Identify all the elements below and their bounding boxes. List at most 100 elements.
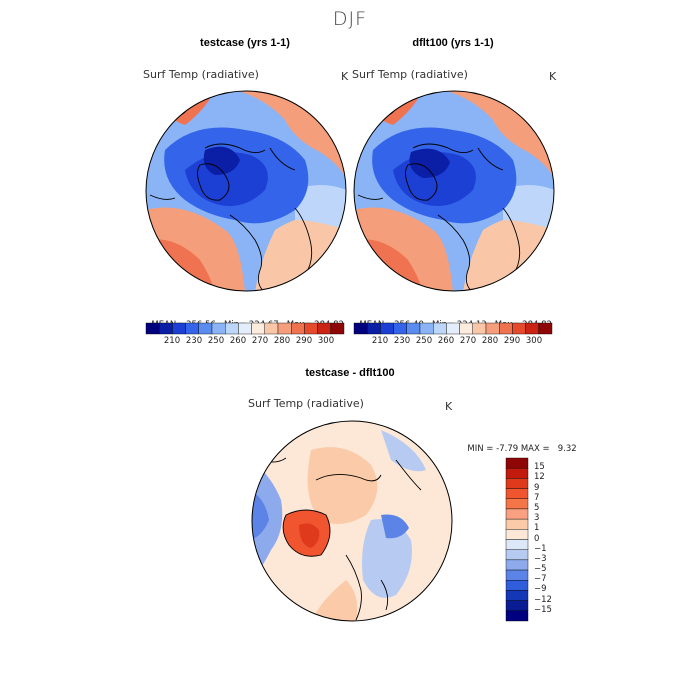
map-light-east bbox=[503, 185, 554, 230]
panel-2-variable-label: Surf Temp (radiative) bbox=[352, 68, 468, 81]
colorbar-swatch bbox=[185, 322, 199, 335]
colorbar-tick-label: 5 bbox=[534, 502, 540, 513]
colorbar-swatch bbox=[505, 539, 529, 550]
colorbar-swatch bbox=[198, 322, 213, 335]
colorbar-swatch bbox=[145, 322, 160, 335]
map-light-east bbox=[295, 185, 346, 230]
map-warm-north-atlantic bbox=[354, 91, 554, 180]
map-cold-greenland bbox=[203, 146, 240, 175]
map-coastlines bbox=[357, 103, 521, 291]
colorbar-swatch bbox=[505, 559, 529, 571]
colorbar-tick-label: 210 bbox=[371, 336, 389, 346]
colorbar-swatch bbox=[446, 322, 460, 335]
colorbar-swatch bbox=[393, 322, 407, 335]
diff-min-value: -7.79 bbox=[496, 444, 519, 454]
colorbar-swatch bbox=[432, 322, 447, 335]
diff-min-label: MIN = bbox=[467, 444, 494, 454]
colorbar-tick-label: 9 bbox=[534, 482, 540, 493]
panel-2-polar-map bbox=[353, 90, 555, 292]
colorbar-swatch bbox=[317, 322, 332, 335]
colorbar-tick-label: 280 bbox=[481, 336, 499, 346]
colorbar-tick-label: 270 bbox=[251, 336, 269, 346]
colorbar-swatch bbox=[505, 488, 529, 499]
diff-map-cold-west bbox=[252, 490, 269, 540]
panel-1-title: testcase (yrs 1-1) bbox=[200, 37, 290, 49]
colorbar-swatch bbox=[505, 498, 529, 510]
colorbar-swatch bbox=[158, 322, 173, 335]
colorbar-tick-label: 260 bbox=[437, 336, 455, 346]
figure-title: DJF bbox=[332, 8, 368, 30]
colorbar-tick-label: −3 bbox=[534, 553, 547, 564]
colorbar-swatch bbox=[459, 322, 473, 335]
colorbar-tick-label: 230 bbox=[185, 336, 203, 346]
colorbar-swatch bbox=[505, 508, 529, 520]
colorbar-swatch bbox=[505, 518, 529, 530]
colorbar-tick-label: −5 bbox=[534, 564, 547, 575]
colorbar-tick-label: 15 bbox=[534, 462, 545, 473]
colorbar-swatch bbox=[419, 322, 434, 335]
colorbar-tick-label: 290 bbox=[295, 336, 313, 346]
colorbar-tick-label: 210 bbox=[163, 336, 181, 346]
diff-max-value: 9.32 bbox=[557, 444, 577, 454]
map-cold-greenland bbox=[409, 148, 450, 178]
colorbar-swatch bbox=[277, 322, 292, 335]
diff-map-cold-east bbox=[381, 514, 409, 539]
colorbar-swatch bbox=[304, 322, 318, 335]
diff-map-warm-center bbox=[307, 447, 378, 524]
colorbar-tick-label: 0 bbox=[534, 533, 540, 544]
panel-1-polar-map bbox=[145, 90, 347, 292]
colorbar-tick-label: 1 bbox=[534, 523, 540, 534]
colorbar-tick-label: 270 bbox=[459, 336, 477, 346]
colorbar-swatch bbox=[505, 478, 529, 489]
colorbar-tick-label: 260 bbox=[229, 336, 247, 346]
colorbar-swatch bbox=[512, 322, 526, 335]
colorbar-swatch bbox=[211, 322, 226, 335]
colorbar-tick-label: 300 bbox=[317, 336, 335, 346]
colorbar-swatch bbox=[505, 467, 529, 479]
colorbar-swatch bbox=[525, 322, 540, 335]
colorbar-swatch bbox=[505, 549, 529, 561]
diff-panel-polar-map bbox=[251, 420, 453, 622]
colorbar-tick-label: 300 bbox=[525, 336, 543, 346]
colorbar-swatch bbox=[505, 580, 529, 591]
colorbar-swatch bbox=[251, 322, 265, 335]
diff-map-warm-south bbox=[311, 580, 358, 621]
colorbar-swatch bbox=[330, 322, 345, 335]
colorbar-tick-label: 230 bbox=[393, 336, 411, 346]
colorbar-swatch bbox=[224, 322, 239, 335]
colorbar-swatch bbox=[485, 322, 500, 335]
colorbar-swatch bbox=[353, 322, 368, 335]
colorbar-tick-label: −9 bbox=[534, 584, 547, 595]
colorbar-tick-label: 12 bbox=[534, 472, 545, 483]
diff-colorbar bbox=[505, 457, 529, 622]
diff-panel-stats: MIN = -7.79 MAX = 9.32 bbox=[462, 434, 577, 454]
diff-panel-variable-label: Surf Temp (radiative) bbox=[248, 397, 364, 410]
colorbar-tick-label: 250 bbox=[207, 336, 225, 346]
panel-1-colorbar bbox=[145, 322, 345, 335]
colorbar-swatch bbox=[290, 322, 305, 335]
colorbar-swatch bbox=[538, 322, 553, 335]
colorbar-swatch bbox=[505, 569, 529, 581]
diff-map-cool-north bbox=[381, 430, 426, 472]
diff-map-cool-east bbox=[362, 519, 412, 598]
colorbar-swatch bbox=[505, 600, 529, 612]
colorbar-swatch bbox=[380, 322, 394, 335]
colorbar-tick-label: −12 bbox=[534, 594, 552, 605]
colorbar-swatch bbox=[472, 322, 487, 335]
colorbar-tick-label: 250 bbox=[415, 336, 433, 346]
colorbar-swatch bbox=[505, 457, 529, 469]
colorbar-swatch bbox=[172, 322, 186, 335]
colorbar-swatch bbox=[264, 322, 279, 335]
colorbar-tick-label: 290 bbox=[503, 336, 521, 346]
panel-2-colorbar-ticks: 210 230 250 260 270 280 290 300 bbox=[354, 336, 552, 348]
diff-panel-title: testcase - dflt100 bbox=[305, 367, 395, 379]
diff-max-label: MAX = bbox=[520, 444, 550, 454]
panel-1-colorbar-ticks: 210 230 250 260 270 280 290 300 bbox=[146, 336, 344, 348]
colorbar-tick-label: 280 bbox=[273, 336, 291, 346]
colorbar-tick-label: 7 bbox=[534, 492, 540, 503]
panel-2-colorbar bbox=[353, 322, 553, 335]
colorbar-swatch bbox=[505, 590, 529, 601]
diff-panel-unit-label: K bbox=[445, 400, 453, 413]
map-warm-north-atlantic bbox=[146, 91, 346, 180]
panel-2-unit-label: K bbox=[549, 70, 557, 83]
